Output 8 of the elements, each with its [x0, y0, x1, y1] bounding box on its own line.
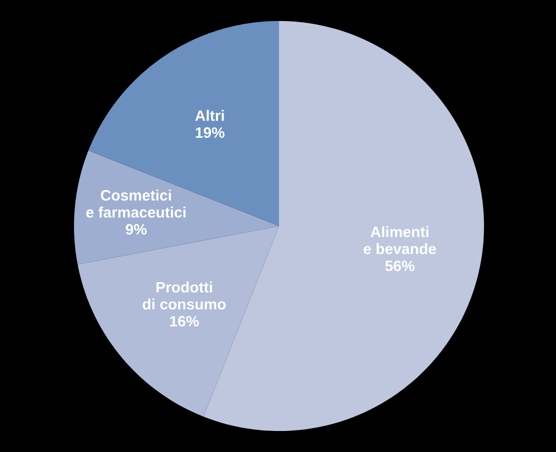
data-label: 9% — [126, 224, 147, 235]
data-label: 19% — [196, 127, 224, 138]
slice-label: Prodotti di consumo — [142, 282, 226, 310]
data-label: 16% — [170, 316, 199, 327]
data-label: 56% — [385, 260, 414, 272]
slice-label: Altri — [195, 110, 224, 121]
slice-label: Cosmetici e farmaceutici — [86, 190, 186, 218]
slice-label: Alimenti e bevande — [364, 226, 436, 254]
